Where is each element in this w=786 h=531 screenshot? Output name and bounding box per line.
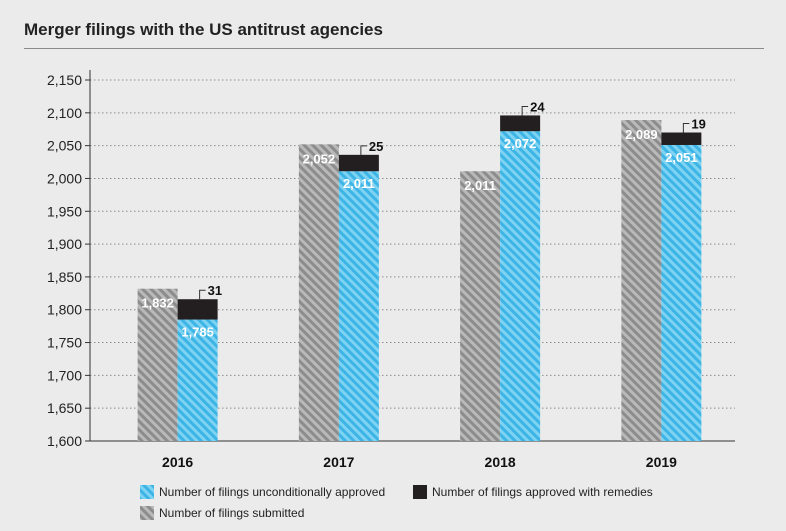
y-tick-label: 2,100	[47, 105, 82, 121]
label-remedies: 25	[369, 139, 383, 154]
label-leader	[360, 145, 367, 155]
label-submitted: 2,052	[303, 151, 336, 166]
label-submitted: 2,011	[464, 178, 496, 193]
bar-remedies	[177, 299, 218, 320]
bar-remedies	[661, 132, 702, 145]
bar-submitted	[137, 288, 178, 441]
bar-unconditional	[177, 319, 218, 441]
x-category-label: 2018	[485, 454, 516, 470]
legend-label: Number of filings submitted	[159, 506, 304, 520]
y-tick-label: 1,750	[47, 335, 82, 351]
y-tick-label: 1,600	[47, 433, 82, 449]
y-tick-label: 1,800	[47, 302, 82, 318]
legend-label: Number of filings approved with remedies	[432, 485, 653, 499]
legend-submitted: Number of filings submitted	[140, 506, 304, 520]
bar-unconditional	[338, 171, 379, 441]
x-category-label: 2016	[162, 454, 193, 470]
bars	[137, 115, 702, 442]
label-unconditional: 2,011	[343, 176, 375, 191]
label-remedies: 24	[530, 99, 545, 114]
legend-unconditional: Number of filings unconditionally approv…	[140, 485, 385, 499]
label-remedies: 31	[208, 283, 222, 298]
x-category-label: 2019	[646, 454, 677, 470]
y-tick-label: 2,050	[47, 138, 82, 154]
bar-submitted	[621, 120, 662, 442]
bar-remedies	[500, 115, 541, 132]
legend: Number of filings unconditionally approv…	[140, 485, 653, 520]
y-tick-label: 1,950	[47, 203, 82, 219]
label-submitted: 2,089	[625, 127, 658, 142]
x-category-label: 2017	[323, 454, 354, 470]
y-tick-label: 1,900	[47, 236, 82, 252]
chart-title: Merger filings with the US antitrust age…	[24, 20, 383, 39]
label-unconditional: 2,072	[504, 136, 537, 151]
data-labels: 1,832 1,785 31 2,052 2,011 25 2,011 2,072 24 2,08…	[141, 99, 705, 339]
label-leader	[199, 289, 206, 300]
label-remedies: 19	[691, 117, 705, 132]
y-tick-label: 1,850	[47, 269, 82, 285]
label-submitted: 1,832	[141, 296, 174, 311]
label-unconditional: 1,785	[181, 325, 214, 340]
legend-remedies: Number of filings approved with remedies	[413, 485, 653, 499]
y-tick-label: 2,000	[47, 170, 82, 186]
bar-unconditional	[661, 144, 702, 442]
y-tick-label: 2,150	[47, 72, 82, 88]
label-leader	[682, 123, 690, 133]
y-tick-label: 1,700	[47, 367, 82, 383]
legend-swatch	[140, 485, 154, 499]
legend-label: Number of filings unconditionally approv…	[159, 485, 385, 499]
bar-submitted	[460, 171, 501, 441]
bar-remedies	[338, 154, 379, 172]
legend-swatch	[140, 506, 154, 520]
bar-unconditional	[500, 131, 541, 442]
label-leader	[521, 105, 529, 116]
title-divider	[24, 48, 764, 49]
y-tick-label: 1,650	[47, 400, 82, 416]
label-unconditional: 2,051	[665, 150, 698, 165]
legend-swatch	[413, 485, 427, 499]
bar-submitted	[298, 144, 339, 441]
